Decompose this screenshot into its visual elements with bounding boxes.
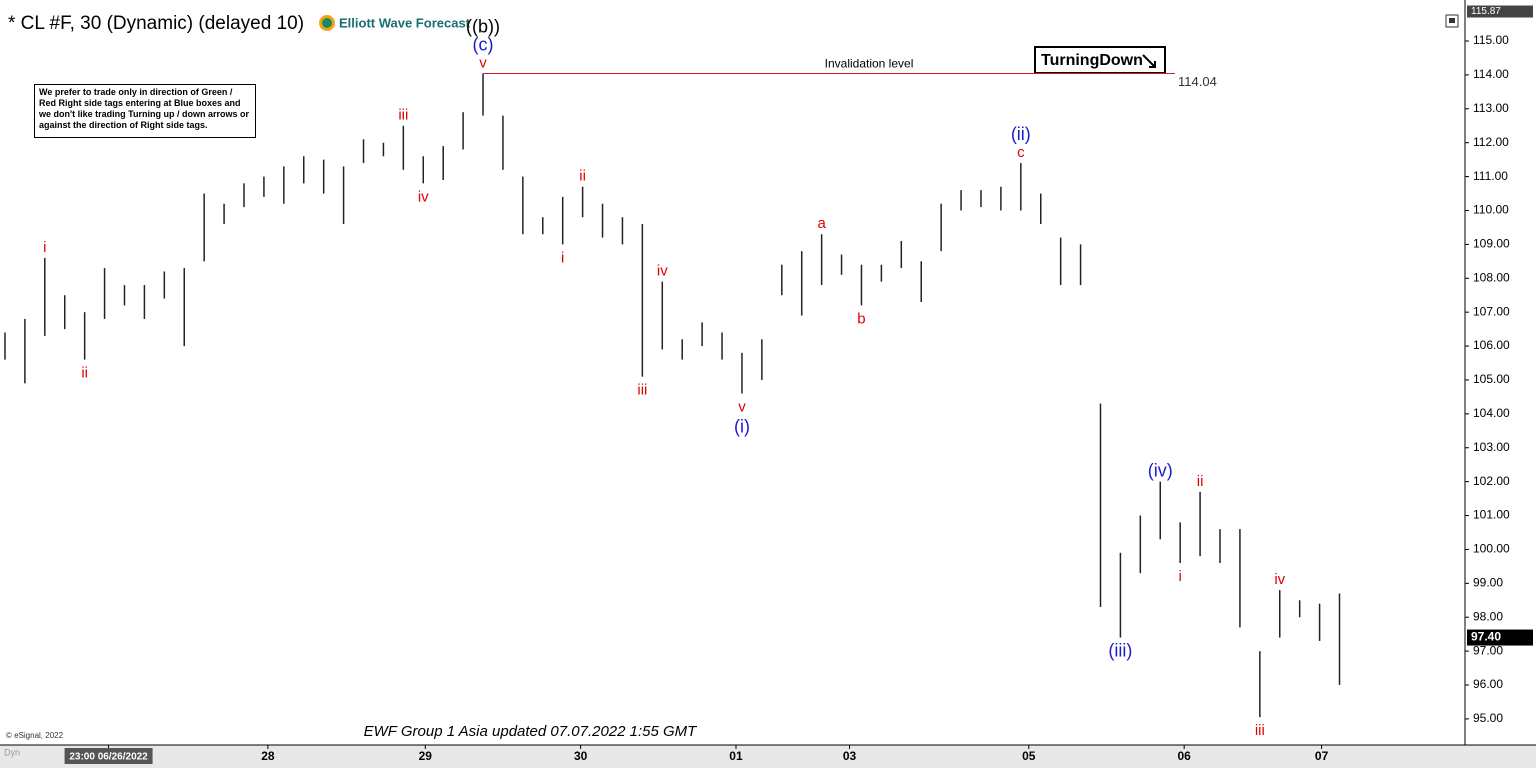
y-tick-label: 95.00 [1473,711,1503,725]
y-tick-label: 114.00 [1473,67,1509,81]
wave-label: a [817,215,826,232]
invalidation-label: Invalidation level [825,57,914,71]
tag-box [1034,46,1166,74]
wave-label: ii [1197,473,1204,490]
wave-label: c [1017,144,1025,161]
x-tick-label-bg [64,748,153,764]
wave-label: iv [657,263,668,280]
wave-label: ii [81,365,88,382]
y-tick-label: 110.00 [1473,203,1509,217]
y-tick-label: 115.00 [1473,33,1509,47]
x-tick-label: 06 [1177,749,1191,763]
wave-label: iv [1274,571,1285,588]
x-tick-label: 07 [1315,749,1329,763]
wave-label: (i) [734,416,750,436]
wave-label: v [479,55,487,72]
y-tick-label: 99.00 [1473,575,1503,589]
down-arrow [1142,54,1156,68]
y-tick-label: 113.00 [1473,101,1509,115]
wave-label: b [857,310,865,327]
y-tick-label: 96.00 [1473,677,1503,691]
y-tick-label: 101.00 [1473,508,1510,522]
brand: Elliott Wave Forecast [339,15,471,30]
restore-icon [1449,18,1455,23]
logo-inner [322,18,332,28]
wave-label: iii [637,382,647,399]
wave-label: v [738,398,746,415]
x-tick-label: 30 [574,749,588,763]
y-tick-label: 105.00 [1473,372,1510,386]
y-tick-label: 109.00 [1473,237,1510,251]
y-tick-label: 106.00 [1473,338,1510,352]
x-tick-label: 23:00 06/26/2022 [69,752,148,763]
wave-label: (c) [473,34,494,54]
invalidation-value: 114.04 [1178,74,1217,89]
wave-label: (iii) [1108,640,1132,660]
wave-label: iii [398,107,408,124]
tag: TurningDown [1041,52,1143,69]
wave-label: (ii) [1011,124,1031,144]
x-axis-band [0,745,1536,768]
x-tick-label: 03 [843,749,857,763]
x-tick-label: 28 [261,749,275,763]
x-tick-label: 05 [1022,749,1036,763]
wave-label: iii [1255,722,1265,739]
wave-label: i [1178,568,1181,585]
wave-label: (iv) [1148,460,1173,480]
wave-label: ((b)) [466,16,500,36]
mode: Dyn [4,747,20,757]
top-price-box [1467,5,1533,18]
y-tick-label: 103.00 [1473,440,1510,454]
y-tick-label: 98.00 [1473,609,1503,623]
copyright: © eSignal, 2022 [6,731,64,740]
y-tick-label: 111.00 [1473,169,1508,183]
last-price-label: 97.40 [1471,630,1501,644]
y-tick-label: 100.00 [1473,542,1510,556]
footer: EWF Group 1 Asia updated 07.07.2022 1:55… [364,723,699,740]
note: We prefer to trade only in direction of … [34,84,256,138]
chart-title: * CL #F, 30 (Dynamic) (delayed 10) [8,13,304,34]
x-tick-label: 01 [729,749,743,763]
wave-label: i [43,239,46,256]
y-tick-label: 104.00 [1473,406,1510,420]
wave-label: iv [418,188,429,205]
y-tick-label: 108.00 [1473,270,1510,284]
wave-label: i [561,249,564,266]
x-tick-label: 29 [419,749,433,763]
y-tick-label: 97.00 [1473,643,1503,657]
top-price-label: 115.87 [1471,6,1501,17]
y-tick-label: 102.00 [1473,474,1510,488]
last-price-box [1467,629,1533,646]
y-tick-label: 107.00 [1473,304,1510,318]
wave-label: ii [579,168,586,185]
y-tick-label: 112.00 [1473,135,1509,149]
